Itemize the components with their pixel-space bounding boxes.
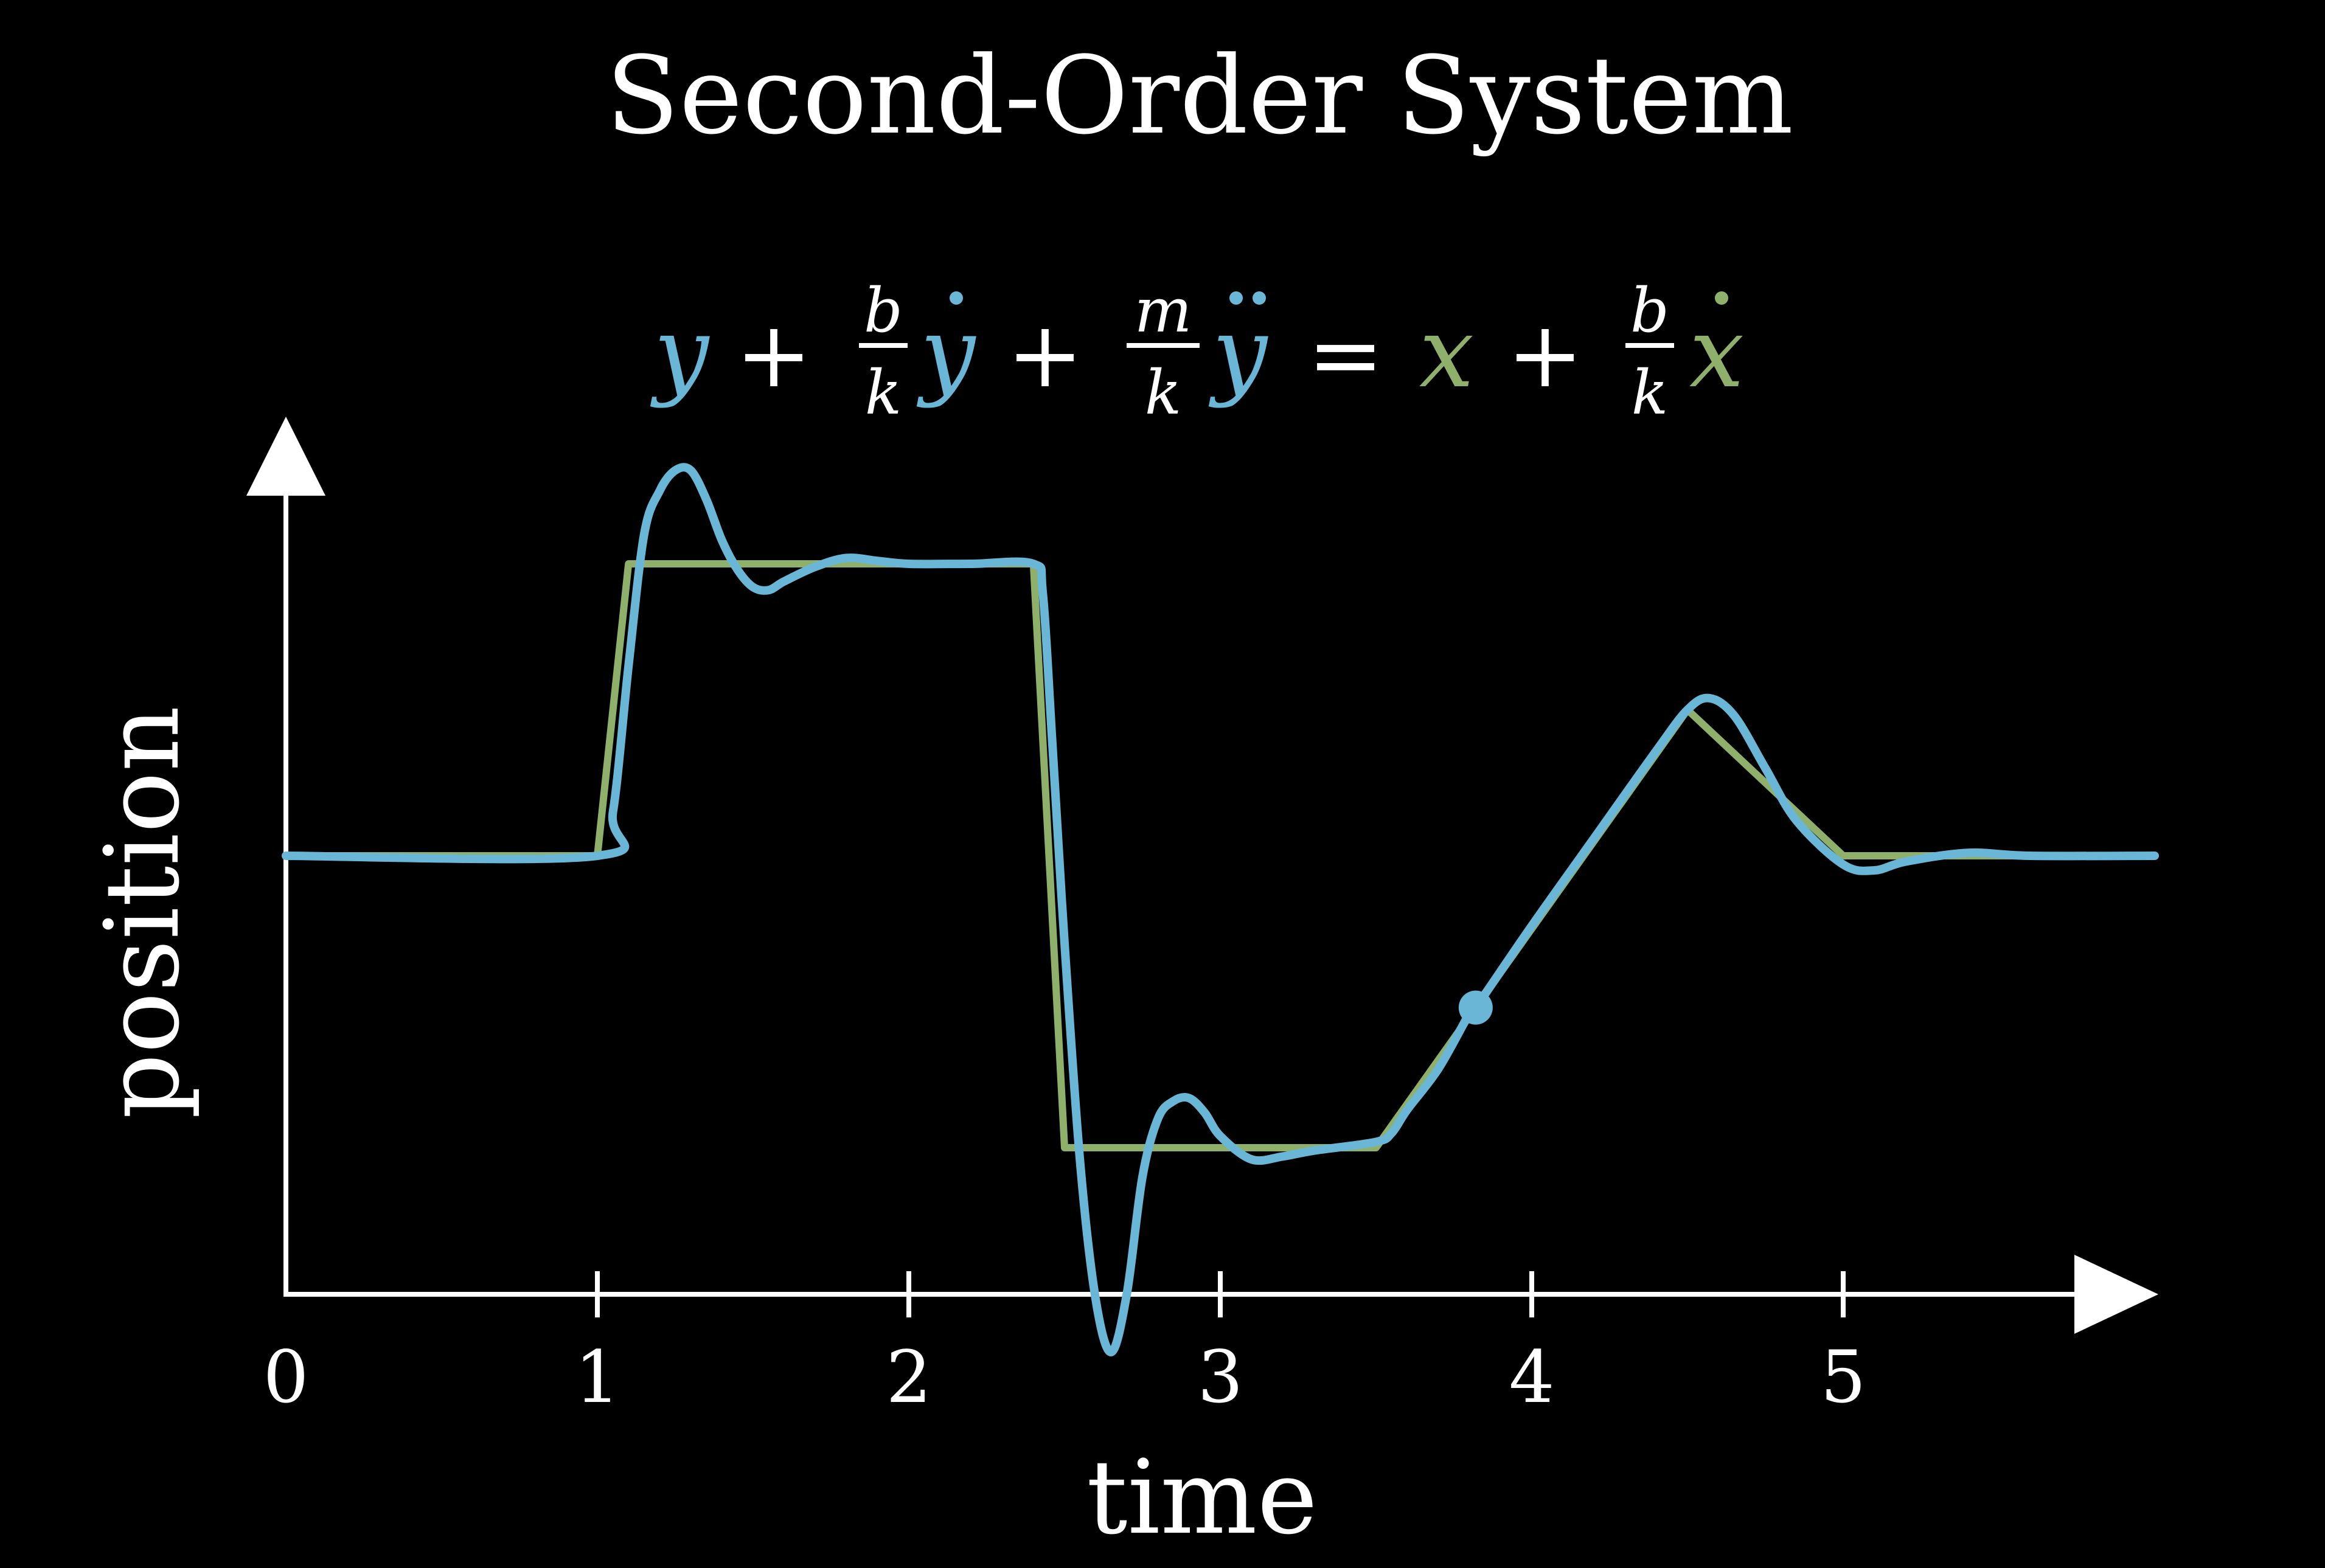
equation-fraction-3-denominator: k xyxy=(1632,357,1669,428)
equation-dot-ydot xyxy=(950,291,963,305)
chart-title: Second-Order System xyxy=(606,33,1793,158)
equation-plus-1: + xyxy=(735,302,812,408)
x-tick-label: 1 xyxy=(574,1335,620,1419)
equation-dot-xdot xyxy=(1715,291,1728,305)
equation-dot-yddot-2 xyxy=(1253,291,1266,305)
equation-term-ydot: y xyxy=(917,296,977,409)
equation-dot-yddot-1 xyxy=(1229,291,1243,305)
y-axis-label: position xyxy=(83,706,202,1119)
equation-fraction-2-numerator: m xyxy=(1135,275,1192,346)
x-axis-arrow-icon xyxy=(2074,1255,2158,1334)
x-tick-label: 5 xyxy=(1820,1335,1866,1419)
equation-fraction-2-denominator: k xyxy=(1145,357,1182,428)
equation-fraction-1-numerator: b xyxy=(864,275,903,346)
response-marker-point xyxy=(1458,990,1493,1025)
equation-term-y: y xyxy=(650,296,711,409)
x-tick-label: 4 xyxy=(1509,1335,1554,1419)
equation-fraction-3-numerator: b xyxy=(1630,275,1669,346)
equation-term-yddot: y xyxy=(1209,296,1269,409)
x-tick-label: 0 xyxy=(263,1335,308,1419)
axes xyxy=(246,417,2158,1334)
series-layer xyxy=(282,463,2159,1356)
equation: y + b k y + m k y = x + b k x xyxy=(650,275,1744,428)
equation-fraction-1-denominator: k xyxy=(865,357,902,428)
x-axis-label: time xyxy=(1086,1438,1318,1557)
series-line-response xyxy=(282,463,2159,1356)
equation-term-x: x xyxy=(1419,296,1474,409)
x-tick-label: 2 xyxy=(886,1335,931,1419)
equation-plus-2: + xyxy=(1007,302,1083,408)
equation-equals: = xyxy=(1307,302,1384,408)
x-ticks: 0 1 2 3 4 5 xyxy=(263,1271,1866,1419)
equation-term-xdot: x xyxy=(1689,296,1744,409)
y-axis-arrow-icon xyxy=(246,417,325,496)
x-tick-label: 3 xyxy=(1197,1335,1243,1419)
equation-plus-3: + xyxy=(1507,302,1583,408)
